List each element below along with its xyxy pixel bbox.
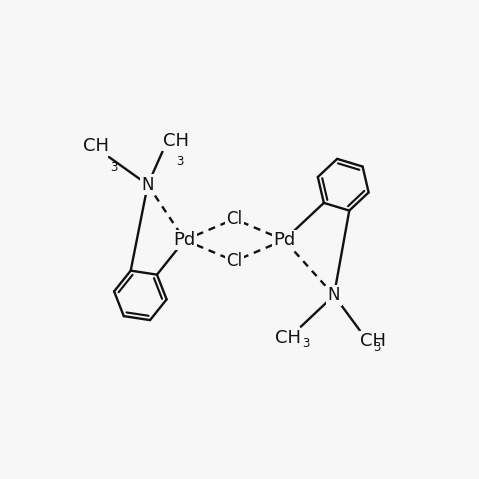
Text: 3: 3 <box>374 341 381 354</box>
Text: Pd: Pd <box>173 231 196 249</box>
Text: 3: 3 <box>176 155 183 168</box>
Text: 3: 3 <box>110 161 117 174</box>
Text: Cl: Cl <box>227 252 242 270</box>
Text: N: N <box>141 176 154 194</box>
Text: CH: CH <box>162 132 189 150</box>
Text: CH: CH <box>275 329 301 347</box>
Text: CH: CH <box>83 137 109 155</box>
Text: CH: CH <box>360 332 386 350</box>
Text: N: N <box>328 286 340 304</box>
Text: Pd: Pd <box>273 231 296 249</box>
Text: 3: 3 <box>302 337 309 350</box>
Text: Cl: Cl <box>227 210 242 228</box>
